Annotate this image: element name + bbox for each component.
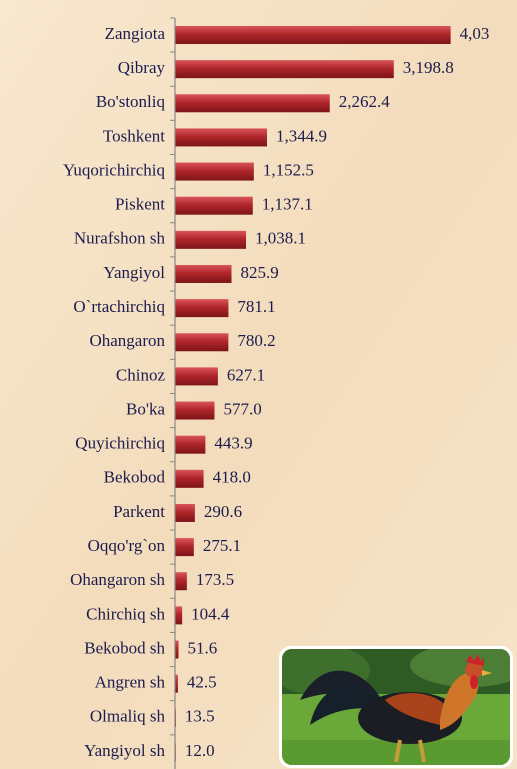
bar [175,94,330,113]
value-label: 2,262.4 [339,92,391,111]
category-label: Bo'ka [126,399,165,418]
bar [175,503,195,522]
value-label: 173.5 [196,570,234,589]
category-label: Piskent [115,195,165,214]
bar [175,469,204,488]
bar [175,674,178,693]
value-label: 1,038.1 [255,229,306,248]
value-label: 825.9 [240,263,278,282]
value-label: 443.9 [214,434,252,453]
category-label: Ohangaron [89,331,165,350]
category-label: Qibray [118,58,166,77]
value-label: 275.1 [203,536,241,555]
category-label: Toshkent [103,126,165,145]
category-label: Nurafshon sh [74,229,166,248]
category-label: Oqqo'rg`on [88,536,166,555]
value-label: 42.5 [187,673,217,692]
bar [175,572,187,591]
bar [175,606,183,625]
bar [175,640,179,659]
value-label: 51.6 [188,638,218,657]
bar [175,162,254,181]
value-label: 4,03 [460,24,490,43]
bar [175,435,206,454]
category-label: Angren sh [95,673,166,692]
category-label: Bo'stonliq [96,92,166,111]
category-label: Chinoz [116,365,166,384]
bar [175,401,215,420]
value-label: 1,152.5 [263,160,314,179]
value-label: 1,137.1 [262,195,313,214]
value-label: 290.6 [204,502,242,521]
category-label: Parkent [113,502,165,521]
photo [279,646,513,768]
value-label: 3,198.8 [403,58,454,77]
bar [175,196,253,215]
category-label: Yangiyol sh [84,741,165,760]
category-label: Yuqorichirchiq [63,160,165,179]
value-label: 104.4 [191,604,230,623]
bar [175,299,229,318]
bar [175,538,194,557]
bar [175,26,451,44]
category-label: Chirchiq sh [86,604,165,623]
category-label: O`rtachirchiq [73,297,165,316]
category-label: Bekobod [104,468,166,487]
bar [175,128,267,147]
category-label: Zangiota [105,24,166,43]
bar [175,264,232,283]
value-label: 12.0 [185,741,215,760]
category-label: Ohangaron sh [70,570,165,589]
value-label: 13.5 [185,707,215,726]
bar [175,230,247,249]
bar [175,333,229,352]
value-label: 780.2 [237,331,275,350]
value-label: 1,344.9 [276,126,327,145]
value-label: 627.1 [227,365,265,384]
bar [175,60,394,79]
category-label: Yangiyol [103,263,165,282]
category-label: Quyichirchiq [75,434,165,453]
value-label: 577.0 [223,399,261,418]
bar [175,367,218,386]
value-label: 781.1 [237,297,275,316]
category-label: Bekobod sh [84,638,165,657]
category-label: Olmaliq sh [90,707,166,726]
value-label: 418.0 [213,468,251,487]
